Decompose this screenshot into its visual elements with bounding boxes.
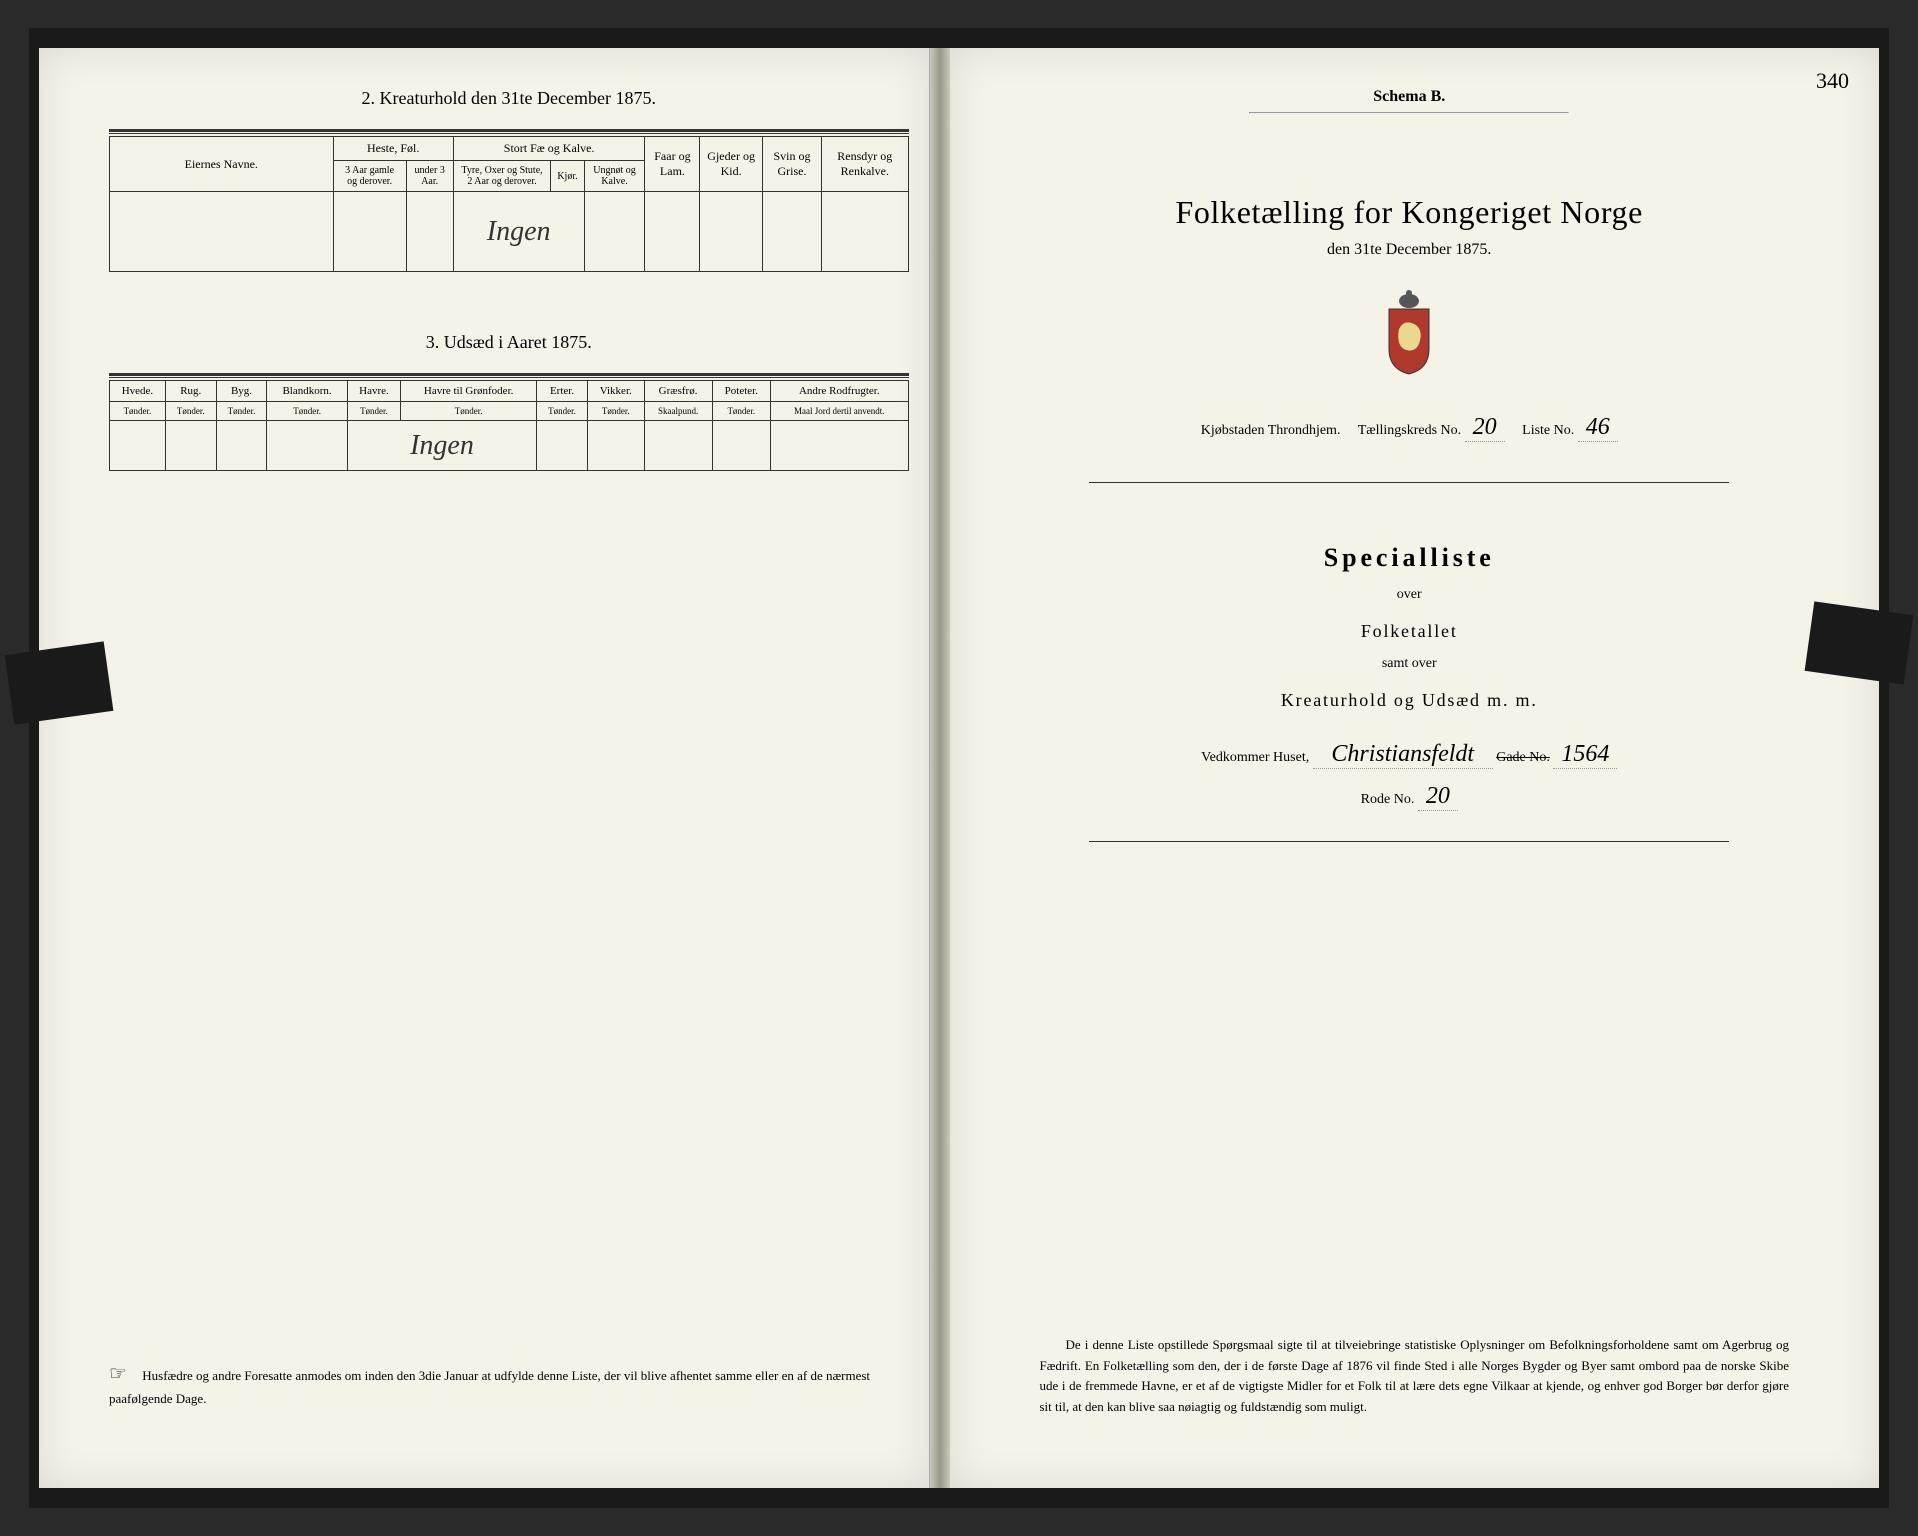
rode-label: Rode No. (1361, 792, 1415, 807)
rode-no: 20 (1418, 783, 1458, 811)
col-havregron: Havre til Grønfoder. (401, 381, 537, 402)
footer-text: Husfædre og andre Foresatte anmodes om i… (109, 1368, 870, 1406)
specialliste-title: Specialliste (1010, 543, 1810, 573)
liste-label: Liste No. (1522, 423, 1574, 438)
col-c2: Kjør. (551, 161, 584, 192)
livestock-table: Eiernes Navne. Heste, Føl. Stort Fæ og K… (109, 136, 909, 272)
page-number: 340 (1816, 68, 1849, 94)
table-row: Ingen (110, 192, 909, 272)
handwritten-ingen: Ingen (410, 430, 474, 461)
binder-clip-left (5, 641, 114, 724)
liste-no: 46 (1578, 414, 1618, 442)
section-2-title: 2. Kreaturhold den 31te December 1875. (109, 88, 909, 109)
col-owner: Eiernes Navne. (110, 137, 334, 192)
col-c1: Tyre, Oxer og Stute, 2 Aar og derover. (453, 161, 551, 192)
col-h2: under 3 Aar. (406, 161, 453, 192)
seed-table: Hvede. Rug. Byg. Blandkorn. Havre. Havre… (109, 380, 909, 471)
col-byg: Byg. (216, 381, 267, 402)
rule (1089, 841, 1729, 842)
col-c3: Ungnøt og Kalve. (584, 161, 645, 192)
main-title: Folketælling for Kongeriget Norge (1010, 194, 1810, 231)
col-reindeer: Rensdyr og Renkalve. (822, 137, 908, 192)
col-grasfro: Græsfrø. (644, 381, 712, 402)
right-page: 340 Schema B. Folketælling for Kongerige… (950, 48, 1880, 1488)
col-vikker: Vikker. (587, 381, 644, 402)
huset-handwritten: Christiansfeldt (1313, 741, 1493, 769)
schema-label: Schema B. (1010, 88, 1810, 106)
col-goats: Gjeder og Kid. (700, 137, 762, 192)
rule (109, 373, 909, 378)
col-hvede: Hvede. (110, 381, 166, 402)
kjobstad-label: Kjøbstaden Throndhjem. (1201, 423, 1341, 438)
tallingskreds-label: Tællingskreds No. (1358, 423, 1461, 438)
col-h1: 3 Aar gamle og derover. (333, 161, 406, 192)
rule (1249, 112, 1569, 114)
col-blandkorn: Blandkorn. (267, 381, 347, 402)
col-pigs: Svin og Grise. (762, 137, 821, 192)
tallingskreds-no: 20 (1465, 414, 1505, 442)
gade-no: 1564 (1553, 741, 1617, 769)
date-line: den 31te December 1875. (1010, 241, 1810, 259)
rule (1089, 482, 1729, 483)
over-label: over (1010, 587, 1810, 603)
col-andre: Andre Rodfrugter. (771, 381, 908, 402)
right-footer-text: De i denne Liste opstillede Spørgsmaal s… (1040, 1335, 1790, 1418)
gade-label: Gade No. (1496, 750, 1550, 765)
section-3-title: 3. Udsæd i Aaret 1875. (109, 332, 909, 353)
handwritten-ingen: Ingen (487, 216, 551, 247)
book-spine (930, 48, 950, 1488)
table-header-row: Eiernes Navne. Heste, Føl. Stort Fæ og K… (110, 137, 909, 161)
vedkommer-label: Vedkommer Huset, (1201, 750, 1309, 765)
samt-over-label: samt over (1010, 656, 1810, 672)
folketallet-label: Folketallet (1010, 621, 1810, 642)
left-page: 2. Kreaturhold den 31te December 1875. E… (39, 48, 930, 1488)
col-erter: Erter. (537, 381, 588, 402)
book-spread: 2. Kreaturhold den 31te December 1875. E… (29, 28, 1889, 1508)
table-row: Ingen (110, 421, 909, 471)
vedkommer-line: Vedkommer Huset, Christiansfeldt Gade No… (1010, 741, 1810, 769)
col-poteter: Poteter. (712, 381, 770, 402)
rode-line: Rode No. 20 (1010, 783, 1810, 811)
col-havre: Havre. (347, 381, 400, 402)
table-header-row: Hvede. Rug. Byg. Blandkorn. Havre. Havre… (110, 381, 909, 402)
col-horses: Heste, Føl. (333, 137, 453, 161)
footer-note: ☞ Husfædre og andre Foresatte anmodes om… (109, 1359, 889, 1409)
binder-clip-right (1805, 601, 1914, 684)
coat-of-arms-icon (1010, 289, 1810, 384)
kreaturhold-label: Kreaturhold og Udsæd m. m. (1010, 690, 1810, 711)
col-cattle: Stort Fæ og Kalve. (453, 137, 645, 161)
kjobstad-line: Kjøbstaden Throndhjem. Tællingskreds No.… (1010, 414, 1810, 442)
col-sheep: Faar og Lam. (645, 137, 700, 192)
pointing-hand-icon: ☞ (109, 1359, 139, 1389)
rule (109, 129, 909, 134)
col-rug: Rug. (165, 381, 216, 402)
table-unit-row: Tønder. Tønder. Tønder. Tønder. Tønder. … (110, 402, 909, 421)
